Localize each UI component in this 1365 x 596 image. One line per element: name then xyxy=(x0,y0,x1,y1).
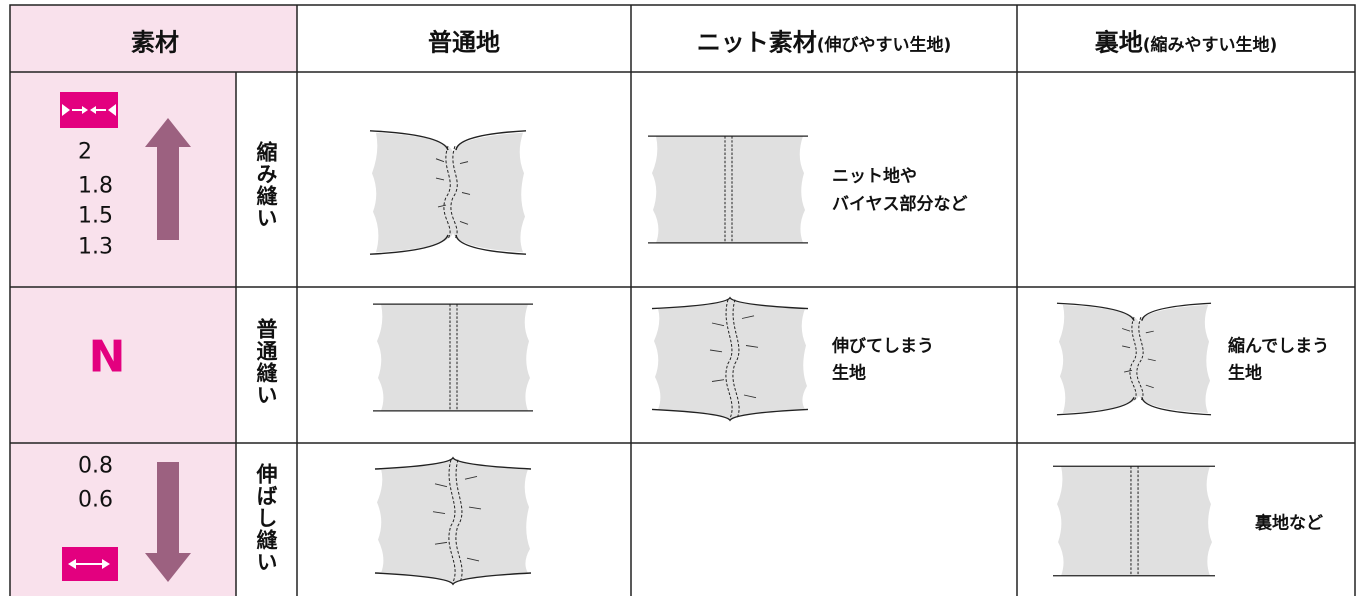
header-lining-note: (縮みやすい生地) xyxy=(1142,35,1278,56)
graphic xyxy=(373,303,533,412)
header-material: 素材 xyxy=(131,28,179,57)
graphic xyxy=(648,135,808,244)
header-knit-note: (伸びやすい生地) xyxy=(816,35,952,56)
cell-note: 縮んでしまう xyxy=(1228,336,1330,357)
graphic xyxy=(374,457,532,585)
graphic xyxy=(10,5,297,72)
graphic xyxy=(1056,302,1212,416)
cell-note: 生地 xyxy=(1228,363,1262,384)
setting-value: 1.5 xyxy=(78,203,113,229)
graphic xyxy=(82,106,96,114)
graphic xyxy=(145,118,191,240)
cell-note: 裏地など xyxy=(1255,513,1323,534)
cell-note: バイヤス部分など xyxy=(832,194,968,215)
graphic xyxy=(369,130,527,255)
setting-value: 2 xyxy=(78,139,92,165)
graphic xyxy=(9,4,1356,596)
row-label: 伸ばし縫い xyxy=(254,463,278,573)
cell-note: 生地 xyxy=(832,363,866,384)
header-lining-text: 裏地 xyxy=(1094,28,1143,57)
cell-note: ニット地や xyxy=(832,166,917,187)
gather-icon xyxy=(60,92,118,128)
graphic xyxy=(1053,465,1215,577)
setting-value: 0.8 xyxy=(78,453,113,479)
setting-value: 1.3 xyxy=(78,234,113,260)
row-label: 普通縫い xyxy=(254,318,278,406)
setting-symbol: N xyxy=(88,331,126,383)
graphic xyxy=(10,72,236,596)
graphic xyxy=(145,462,191,582)
setting-value: 0.6 xyxy=(78,487,113,513)
header-knit: ニット素材(伸びやすい生地) xyxy=(697,23,952,58)
row-label: 縮み縫い xyxy=(254,141,278,229)
stretch-icon xyxy=(62,547,118,581)
cell-note: 伸びてしまう xyxy=(832,336,934,357)
header-knit-text: ニット素材 xyxy=(696,28,817,57)
graphic xyxy=(9,4,1356,596)
header-lining: 裏地(縮みやすい生地) xyxy=(1095,23,1278,58)
setting-value: 1.8 xyxy=(78,173,113,199)
graphic xyxy=(651,297,809,421)
header-normal: 普通地 xyxy=(428,28,500,57)
